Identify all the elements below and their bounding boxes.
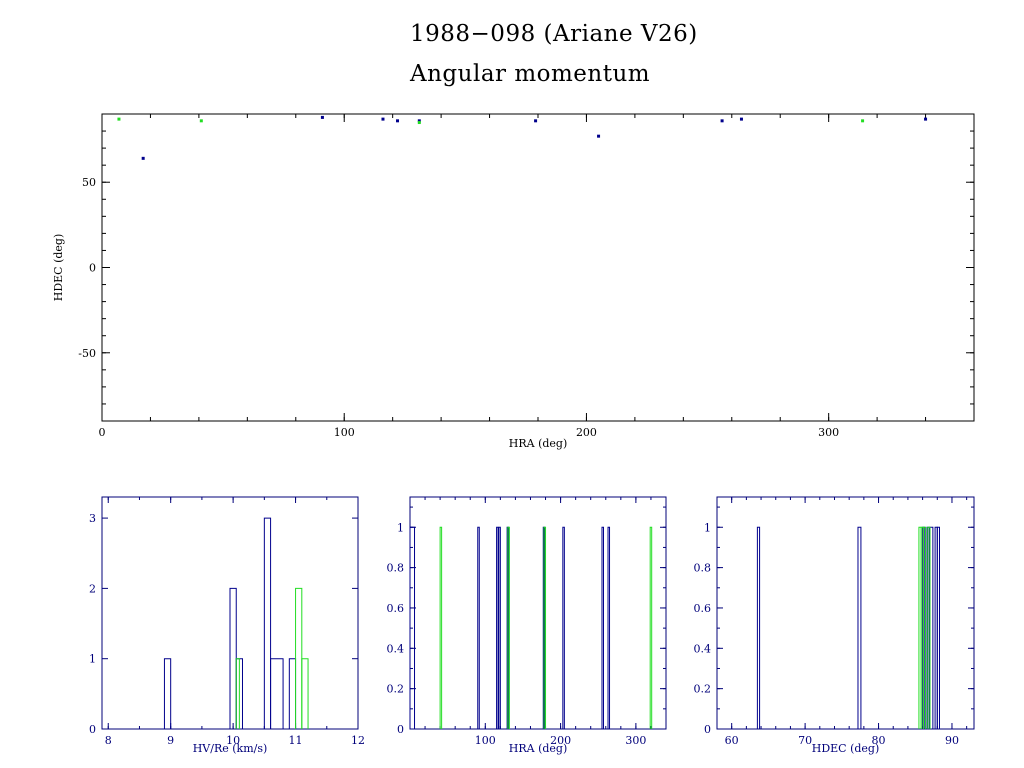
histogram-bar [649,526,653,729]
scatter-point [720,119,724,123]
x-tick-label: 12 [351,734,365,747]
plot-frame [409,496,667,730]
histogram-bar [263,517,272,729]
y-tick-label: 0.6 [387,602,405,615]
histogram-bar [936,526,940,729]
scatter-point [117,117,121,121]
y-tick-label: 2 [89,582,96,595]
x-tick-label: 8 [105,734,112,747]
panel-1: 0 100 200 300 -50 0 50 HRA (deg) HDEC (deg) [52,113,975,450]
scatter-point [381,117,385,121]
y-tick-label: 0 [397,723,404,736]
y-tick-label: 0 [704,723,711,736]
y-tick-label: 0.8 [387,562,405,575]
histogram-bar [543,526,547,729]
x-axis-label: HRA (deg) [509,742,568,755]
y-tick-label: -50 [78,347,96,360]
x-tick-label: 10 [226,734,240,747]
chart-title-block: 1988−098 (Ariane V26) Angular momentum [410,14,698,94]
x-tick-label: 200 [576,426,597,439]
y-tick-label: 0.6 [694,602,712,615]
y-tick-label: 0.8 [694,562,712,575]
x-axis-label: HDEC (deg) [812,742,880,755]
histogram-bar [295,587,303,729]
histogram-bar [301,658,309,729]
chart-title-line2: Angular momentum [410,61,651,87]
histogram-bar [601,526,605,729]
histogram-bar [477,526,480,729]
histogram-bar [163,658,172,729]
x-tick-label: 60 [725,734,739,747]
x-tick-label: 11 [289,734,303,747]
histogram-bar [288,658,297,729]
histogram-bar [857,526,862,729]
y-tick-label: 0 [89,723,96,736]
scatter-point [417,119,421,123]
histogram-bar [507,526,510,729]
x-axis-label: HRA (deg) [509,437,568,450]
histogram-bar [498,526,501,729]
x-tick-label: 0 [99,426,106,439]
histogram-bar [409,526,416,729]
y-tick-label: 0 [89,262,96,275]
histogram-bar [922,526,927,729]
y-tick-label: 0.2 [387,683,405,696]
y-tick-label: 0.4 [694,642,712,655]
y-tick-label: 1 [704,521,711,534]
histogram-bar [235,658,240,729]
scatter-point [396,119,400,123]
y-tick-label: 0.4 [387,642,405,655]
x-tick-label: 200 [550,734,571,747]
x-tick-label: 300 [818,426,839,439]
histogram-bar [496,526,499,729]
y-tick-label: 0.2 [694,683,712,696]
chart-title-line1: 1988−098 (Ariane V26) [410,21,698,47]
x-tick-label: 70 [798,734,812,747]
x-tick-label: 80 [872,734,886,747]
x-tick-label: 300 [625,734,646,747]
scatter-point [739,117,743,121]
histogram-bar [756,526,761,729]
scatter-point [417,121,421,125]
plot-frame [101,113,975,422]
x-tick-label: 100 [475,734,496,747]
histogram-bar [562,526,565,729]
plot-frame [716,496,975,730]
x-axis-label: HV/Re (km/s) [193,742,268,755]
x-tick-label: 9 [167,734,174,747]
y-tick-label: 1 [89,653,96,666]
scatter-point [141,156,145,160]
histogram-bar [229,587,237,729]
scatter-point [924,117,928,121]
histogram-bar [270,658,284,729]
y-tick-label: 3 [89,512,96,525]
y-tick-label: 50 [82,176,96,189]
x-tick-label: 90 [945,734,959,747]
y-axis-label: HDEC (deg) [52,234,65,302]
scatter-point [597,134,601,138]
scatter-point [199,119,203,123]
scatter-point [534,119,538,123]
histogram-bar [927,526,931,729]
x-tick-label: 100 [334,426,355,439]
panel-3: 100 200 300 0 0.2 0.4 0.6 0.8 1 HRA (deg) [387,496,667,755]
panel-4: 60 70 80 90 0 0.2 0.4 0.6 0.8 1 HDEC (deg) [694,496,975,755]
scatter-point [320,115,324,119]
histogram-bar [439,526,443,729]
y-tick-label: 1 [397,521,404,534]
histogram-bar [607,526,611,729]
scatter-point [861,119,865,123]
